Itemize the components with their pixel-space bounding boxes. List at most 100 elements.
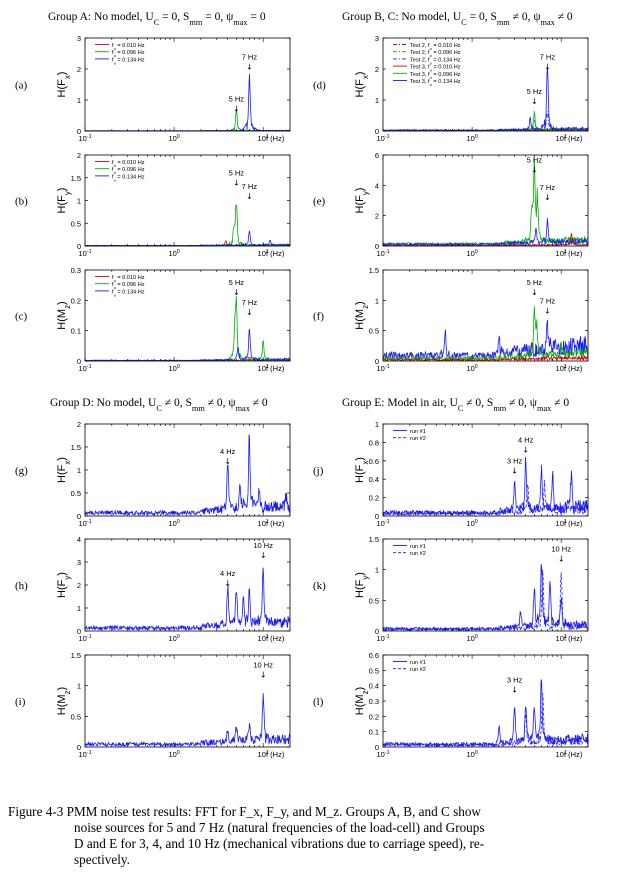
figure-caption: Figure 4-3 PMM noise test results: FFT f…: [8, 804, 612, 868]
series-group: [382, 156, 589, 247]
legend-entry: run #2: [410, 667, 426, 673]
y-axis-label: H(Mz): [56, 687, 72, 715]
annotation-label: 10 Hz: [253, 660, 273, 669]
annotation-arrow: ↓: [531, 97, 538, 106]
y-tick-label: 2: [375, 65, 379, 74]
annotation-label: 7 Hz: [242, 182, 258, 191]
x-axis-label: f (Hz): [266, 634, 285, 643]
annotation-arrow: ↓: [260, 551, 267, 560]
annotation-arrow: ↓: [511, 686, 518, 695]
annotation-arrow: ↓: [544, 193, 551, 202]
y-tick-label: 0.2: [71, 296, 81, 305]
series-line-2: [382, 480, 589, 517]
group-titles: Group A: No model, UC = 0, Smm = 0, ψmax…: [48, 11, 573, 413]
y-tick-label: 0: [77, 627, 81, 636]
plot-frame: [84, 269, 291, 362]
y-axis-label: H(Fy): [56, 188, 72, 214]
series-line-3: [382, 111, 589, 132]
y-tick-label: 0.2: [369, 712, 379, 721]
legend-entry: Test 3, fo = 0.096 Hz: [410, 72, 461, 80]
x-axis-label: f (Hz): [266, 519, 285, 528]
annotation-label: 5 Hz: [527, 87, 543, 96]
annotation-label: 5 Hz: [229, 95, 245, 104]
y-tick-label: 1: [77, 96, 81, 105]
series-line-1: [84, 567, 291, 632]
caption-line-3: D and E for 3, 4, and 10 Hz (mechanical …: [74, 836, 485, 851]
x-tick-label: 100: [168, 134, 179, 143]
x-tick-label: 10-1: [376, 750, 389, 759]
y-tick-label: 0.4: [369, 682, 379, 691]
y-axis-label: H(Fy): [354, 572, 370, 598]
y-tick-label: 3: [375, 34, 379, 43]
y-tick-label: 0.5: [71, 489, 81, 498]
legend-entry: Test 3, fo = 0.010 Hz: [410, 65, 461, 73]
y-tick-label: 4: [375, 181, 379, 190]
annotation-label: 4 Hz: [220, 447, 236, 456]
annotation-label: 4 Hz: [518, 435, 534, 444]
caption-line-4: spectively.: [74, 852, 130, 867]
series-group: [84, 434, 291, 517]
annotation-label: 5 Hz: [229, 278, 245, 287]
annotation-label: 10 Hz: [253, 541, 273, 550]
annotation-label: 5 Hz: [229, 168, 245, 177]
x-axis-label: f (Hz): [564, 364, 583, 373]
y-tick-label: 6: [375, 151, 379, 160]
series-line-1: [84, 434, 291, 517]
legend-entry: run #1: [410, 544, 426, 550]
plot-frame: [84, 37, 291, 132]
series-group: [382, 456, 589, 517]
plot-frame: [382, 538, 589, 632]
y-tick-label: 0.6: [369, 457, 379, 466]
x-tick-label: 101: [556, 750, 567, 759]
x-tick-label: 100: [466, 249, 477, 258]
x-tick-label: 10-1: [78, 519, 91, 528]
annotation-arrow: ↓: [246, 192, 253, 201]
legend-entry: run #2: [410, 436, 426, 442]
x-tick-label: 10-1: [78, 249, 91, 258]
annotation-arrow: ↓: [544, 306, 551, 315]
y-tick-label: 3: [77, 34, 81, 43]
caption-line-2: noise sources for 5 and 7 Hz (natural fr…: [74, 820, 485, 835]
x-axis-label: f (Hz): [266, 750, 285, 759]
y-tick-label: 0.4: [369, 475, 379, 484]
x-tick-label: 10-1: [78, 634, 91, 643]
annotation-arrow: ↓: [531, 288, 538, 297]
legend-entry: fo = 0.096 Hz: [112, 167, 145, 175]
y-tick-label: 0: [375, 743, 379, 752]
annotation-arrow: ↓: [522, 445, 529, 454]
y-tick-label: 4: [77, 535, 81, 544]
y-tick-label: 0.1: [71, 327, 81, 336]
panel-label: (l): [313, 696, 324, 708]
x-tick-label: 101: [556, 634, 567, 643]
y-tick-label: 0.5: [71, 219, 81, 228]
series-group: [84, 204, 291, 247]
y-tick-label: 0.5: [369, 596, 379, 605]
plot-frame: [382, 423, 589, 517]
x-axis-label: f (Hz): [564, 249, 583, 258]
y-tick-label: 1.5: [71, 443, 81, 452]
series-line-1: [382, 156, 589, 247]
legend-entry: fo = 0.096 Hz: [112, 50, 145, 58]
y-axis-label: H(Fx): [56, 457, 72, 483]
y-tick-label: 2: [77, 420, 81, 429]
group-title-d: Group D: No model, UC ≠ 0, Smm ≠ 0, ψmax…: [50, 397, 268, 413]
y-tick-label: 1: [77, 682, 81, 691]
y-axis-label: H(Fy): [56, 572, 72, 598]
x-tick-label: 100: [466, 634, 477, 643]
x-tick-label: 101: [258, 634, 269, 643]
plot-frame: [84, 654, 291, 748]
y-tick-label: 0: [375, 627, 379, 636]
legend-entry: run #1: [410, 660, 426, 666]
x-tick-label: 10-1: [376, 249, 389, 258]
group-title-e: Group E: Model in air, UC ≠ 0, Smm ≠ 0, …: [342, 397, 569, 413]
annotation-arrow: ↓: [246, 308, 253, 317]
y-tick-label: 0.6: [369, 651, 379, 660]
x-axis-label: f (Hz): [266, 134, 285, 143]
y-tick-label: 0.5: [369, 666, 379, 675]
